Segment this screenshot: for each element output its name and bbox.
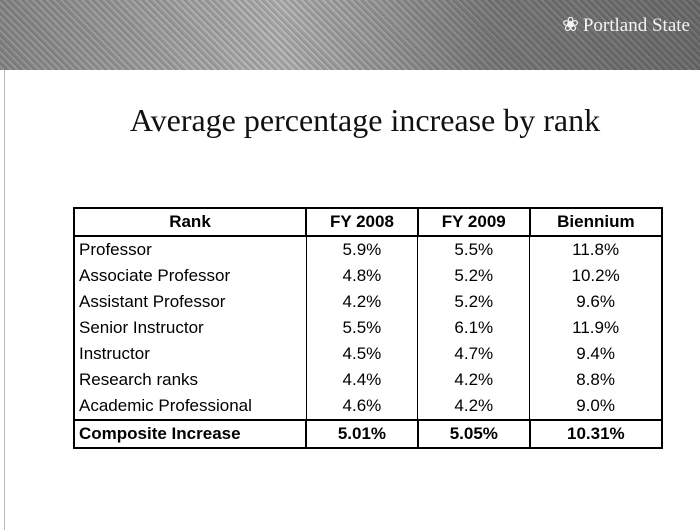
- table-cell: 11.9%: [529, 315, 663, 341]
- total-row: Composite Increase 5.01% 5.05% 10.31%: [73, 419, 664, 449]
- table-cell: Senior Instructor: [73, 315, 307, 341]
- table-cell: 5.9%: [305, 236, 419, 263]
- logo-text: Portland State: [582, 15, 690, 36]
- column-header: FY 2009: [416, 207, 531, 237]
- table-cell: Instructor: [73, 341, 307, 367]
- table-row: Assistant Professor 4.2% 5.2% 9.6%: [73, 289, 663, 315]
- table-cell: 4.8%: [305, 263, 419, 289]
- total-cell: 10.31%: [528, 419, 664, 449]
- table-cell: Professor: [73, 236, 307, 263]
- total-cell: 5.05%: [416, 419, 531, 449]
- table-cell: 4.4%: [305, 367, 419, 393]
- header-row: Rank FY 2008 FY 2009 Biennium: [73, 207, 664, 237]
- table-cell: 10.2%: [529, 263, 663, 289]
- table-cell: 4.6%: [305, 393, 419, 420]
- table-cell: Academic Professional: [73, 393, 307, 420]
- table-cell: 9.4%: [529, 341, 663, 367]
- total-cell: Composite Increase: [73, 419, 307, 449]
- table-cell: 9.0%: [529, 393, 663, 420]
- table-cell: 4.2%: [417, 393, 531, 420]
- table-cell: 11.8%: [529, 236, 663, 263]
- logo: ❀ Portland State: [562, 14, 690, 36]
- table-cell: 6.1%: [417, 315, 531, 341]
- table-cell: 4.2%: [417, 367, 531, 393]
- table-cell: 5.5%: [305, 315, 419, 341]
- table-cell: 5.5%: [417, 236, 531, 263]
- table-cell: 4.7%: [417, 341, 531, 367]
- data-table: Rank FY 2008 FY 2009 Biennium Professor 5.9% 5…: [73, 207, 664, 449]
- table-cell: 4.5%: [305, 341, 419, 367]
- table-cell: 9.6%: [529, 289, 663, 315]
- table-cell: Research ranks: [73, 367, 307, 393]
- column-header: Rank: [73, 207, 307, 237]
- table-row: Academic Professional 4.6% 4.2% 9.0%: [73, 393, 663, 420]
- table-row: Professor 5.9% 5.5% 11.8%: [73, 236, 663, 263]
- table-row: Associate Professor 4.8% 5.2% 10.2%: [73, 263, 663, 289]
- table-cell: 5.2%: [417, 289, 531, 315]
- table-row: Research ranks 4.4% 4.2% 8.8%: [73, 367, 663, 393]
- slide-title: Average percentage increase by rank: [129, 102, 601, 138]
- column-header: FY 2008: [305, 207, 419, 237]
- table-cell: 4.2%: [305, 289, 419, 315]
- banner: ❀ Portland State: [0, 0, 700, 70]
- table-cell: 8.8%: [529, 367, 663, 393]
- table-row: Instructor 4.5% 4.7% 9.4%: [73, 341, 663, 367]
- table-cell: Associate Professor: [73, 263, 307, 289]
- table-cell: 5.2%: [417, 263, 531, 289]
- table-cell: Assistant Professor: [73, 289, 307, 315]
- table-row: Senior Instructor 5.5% 6.1% 11.9%: [73, 315, 663, 341]
- column-header: Biennium: [528, 207, 664, 237]
- slide-edge: [4, 70, 5, 530]
- total-cell: 5.01%: [305, 419, 419, 449]
